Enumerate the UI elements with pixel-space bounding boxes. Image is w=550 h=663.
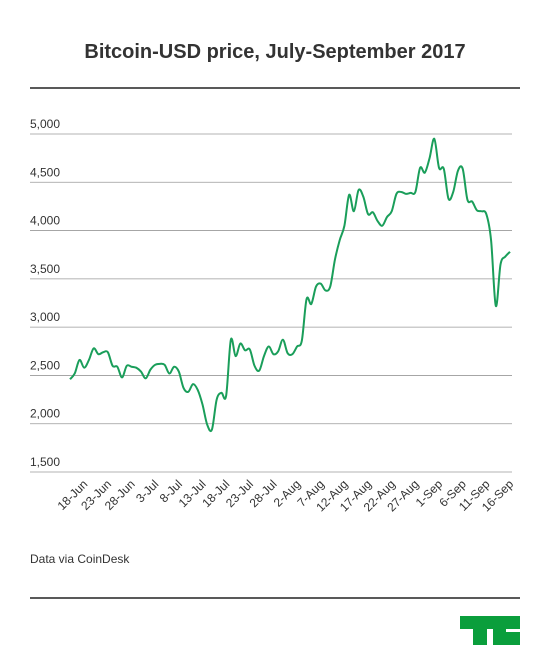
y-tick-label: 3,500 <box>30 262 60 276</box>
x-tick-label: 28-Jul <box>247 477 280 510</box>
y-tick-label: 4,500 <box>30 165 60 179</box>
y-tick-label: 2,000 <box>30 407 60 421</box>
price-line <box>69 137 511 433</box>
y-tick-label: 4,000 <box>30 214 60 228</box>
y-tick-label: 5,000 <box>30 117 60 131</box>
y-tick-label: 3,000 <box>30 310 60 324</box>
x-tick-label: 3-Jul <box>133 477 161 505</box>
logo <box>460 616 520 645</box>
source-note: Data via CoinDesk <box>30 552 130 566</box>
y-tick-label: 2,500 <box>30 358 60 372</box>
chart-title: Bitcoin-USD price, July-September 2017 <box>84 41 465 63</box>
y-tick-label: 1,500 <box>30 455 60 469</box>
